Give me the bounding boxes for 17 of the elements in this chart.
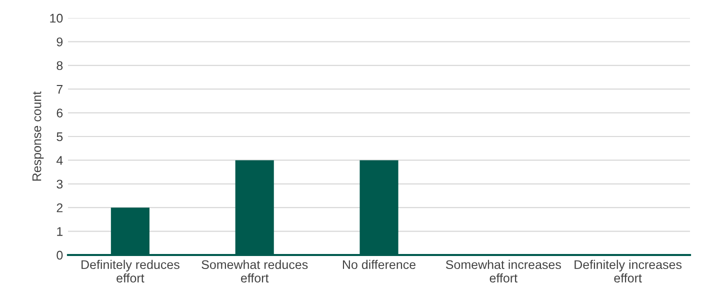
x-tick-label: Definitely reduces effort bbox=[82, 260, 180, 283]
y-tick-label: 7 bbox=[56, 85, 63, 94]
y-axis-title: Response count bbox=[32, 91, 44, 181]
y-tick-label: 8 bbox=[56, 61, 63, 70]
y-tick-label: 6 bbox=[56, 108, 63, 118]
x-tick-label: Definitely increases effort bbox=[574, 260, 682, 283]
y-tick-label: 2 bbox=[56, 203, 63, 212]
y-tick-label: 4 bbox=[56, 156, 63, 165]
x-tick-label: No difference bbox=[342, 260, 416, 270]
y-tick-label: 3 bbox=[56, 180, 63, 189]
x-tick-label: Somewhat reduces effort bbox=[202, 260, 308, 283]
y-tick-label: 9 bbox=[56, 38, 63, 46]
y-tick-label: 5 bbox=[56, 132, 63, 142]
y-tick-label: 10 bbox=[50, 14, 63, 23]
y-tick-label: 0 bbox=[56, 250, 63, 260]
x-tick-label: Somewhat increases effort bbox=[446, 260, 561, 283]
y-tick-label: 1 bbox=[57, 227, 63, 236]
